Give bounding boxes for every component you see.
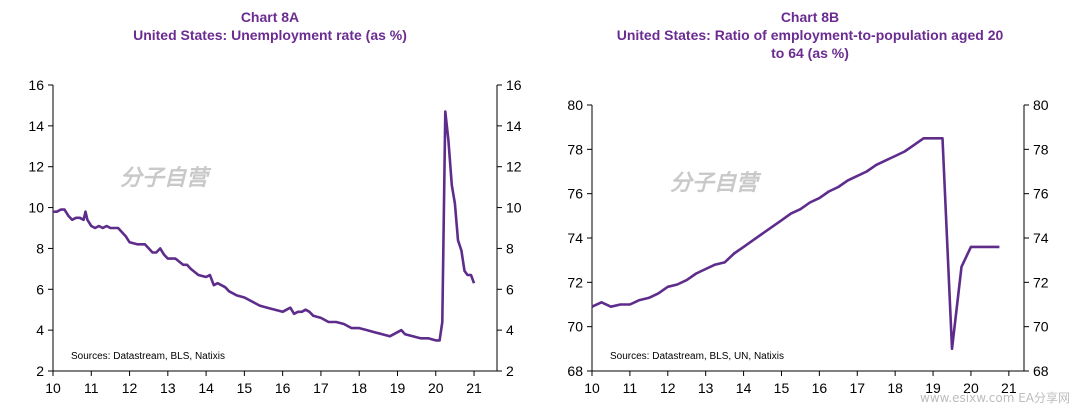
chart-8a-xtick-label: 18 — [351, 380, 367, 396]
chart-8a-xtick-label: 10 — [45, 380, 61, 396]
chart-8a-ytick-label-right: 4 — [506, 322, 514, 338]
chart-8a-svg: 2 2 4 4 6 6 8 8 10 10 12 12 14 14 16 16 10 11 12 13 14 15 16 17… — [28, 77, 522, 396]
chart-8b-xtick-label: 14 — [736, 380, 752, 396]
chart-8b-xtick-label: 19 — [925, 380, 941, 396]
chart-8b-ytick-label-right: 72 — [1033, 274, 1049, 290]
chart-8b-subtitle: United States: Ratio of employment-to-po… — [616, 27, 1004, 61]
chart-8a-ytick-label-right: 2 — [506, 363, 514, 379]
chart-8a-panel: Chart 8A United States: Unemployment rat… — [0, 8, 540, 396]
chart-8b-ytick-label-right: 76 — [1033, 186, 1049, 202]
chart-8a-xtick-label: 11 — [84, 380, 99, 396]
chart-8a-ytick-label-right: 6 — [506, 281, 514, 297]
chart-8b-ytick-label-right: 68 — [1033, 363, 1049, 379]
chart-8a-ytick-label-left: 2 — [36, 363, 44, 379]
chart-8b-xtick-label: 10 — [584, 380, 600, 396]
chart-8a-ytick-label-right: 10 — [506, 200, 522, 216]
chart-8a-source-note: Sources: Datastream, BLS, Natixis — [71, 351, 225, 362]
chart-8a-watermark: 分子自营 — [120, 166, 212, 191]
chart-8a-ytick-label-left: 4 — [36, 322, 44, 338]
chart-8b-xtick-label: 15 — [774, 380, 790, 396]
chart-8b-ytick-label-right: 80 — [1033, 97, 1049, 113]
chart-8a-ytick-label-left: 16 — [28, 77, 44, 93]
chart-8b-source-note: Sources: Datastream, BLS, UN, Natixis — [610, 351, 784, 362]
chart-8a-ytick-label-left: 14 — [28, 118, 44, 134]
chart-8a-ytick-label-right: 12 — [506, 159, 522, 175]
chart-8b-ytick-label-left: 68 — [567, 363, 583, 379]
chart-8b-ytick-label-right: 74 — [1033, 230, 1049, 246]
chart-8a-title-block: Chart 8A United States: Unemployment rat… — [0, 8, 540, 44]
chart-8b-xtick-label: 18 — [887, 380, 903, 396]
chart-8a-xtick-label: 19 — [390, 380, 406, 396]
chart-8b-ytick-label-right: 78 — [1033, 141, 1049, 157]
chart-8b-xtick-label: 20 — [963, 380, 979, 396]
chart-8b-ytick-label-left: 76 — [567, 186, 583, 202]
chart-8a-ytick-label-right: 8 — [506, 240, 514, 256]
chart-8b-ytick-label-left: 70 — [567, 319, 583, 335]
chart-8a-xtick-label: 16 — [275, 380, 291, 396]
chart-8b-svg: 68 68 70 70 72 72 74 74 76 76 78 78 80 80 10 11 12 13 14 15… — [567, 97, 1049, 396]
chart-8b-series-line — [591, 137, 1000, 351]
chart-8b-xtick-label: 12 — [660, 380, 676, 396]
chart-8b-title: Chart 8B — [780, 9, 840, 25]
chart-8a-xtick-label: 21 — [466, 380, 482, 396]
chart-8a-ytick-label-left: 8 — [36, 240, 44, 256]
chart-8a-xtick-label: 13 — [160, 380, 176, 396]
footer-watermark: www.esixw.com EA分享网 — [920, 391, 1070, 405]
chart-8b-watermark: 分子自营 — [670, 171, 762, 196]
chart-8a-xtick-label: 17 — [313, 380, 329, 396]
chart-8a-ytick-label-left: 10 — [28, 200, 44, 216]
chart-8b-xtick-label: 21 — [1001, 380, 1017, 396]
chart-8b-xtick-label: 17 — [849, 380, 865, 396]
chart-8b-ytick-label-left: 80 — [567, 97, 583, 113]
chart-8b-ytick-label-left: 78 — [567, 141, 583, 157]
chart-8a-series-line — [53, 110, 476, 342]
chart-8b-ytick-label-left: 74 — [567, 230, 583, 246]
chart-8a-xtick-label: 14 — [198, 380, 214, 396]
chart-8a-ytick-label-right: 16 — [506, 77, 522, 93]
chart-8a-title: Chart 8A — [240, 9, 300, 25]
chart-8b-ytick-label-right: 70 — [1033, 319, 1049, 335]
chart-8b-title-block: Chart 8B United States: Ratio of employm… — [540, 8, 1080, 62]
chart-8a-subtitle: United States: Unemployment rate (as %) — [133, 27, 407, 43]
chart-8b-xtick-label: 16 — [812, 380, 828, 396]
chart-8b-ytick-label-left: 72 — [567, 274, 583, 290]
chart-8a-xtick-label: 20 — [428, 380, 444, 396]
chart-8a-ytick-label-left: 6 — [36, 281, 44, 297]
chart-8a-ytick-label-left: 12 — [28, 159, 44, 175]
chart-8b-panel: Chart 8B United States: Ratio of employm… — [540, 0, 1080, 410]
chart-8a-xtick-label: 12 — [122, 380, 138, 396]
chart-8b-xtick-label: 13 — [698, 380, 714, 396]
chart-8a-xtick-label: 15 — [237, 380, 253, 396]
chart-8b-xtick-label: 11 — [623, 380, 638, 396]
chart-8a-ytick-label-right: 14 — [506, 118, 522, 134]
